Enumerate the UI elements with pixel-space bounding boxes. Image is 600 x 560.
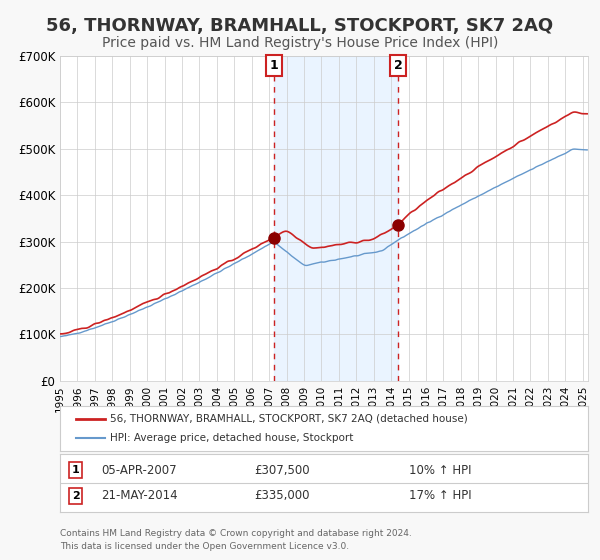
Bar [274,56,398,381]
Text: £335,000: £335,000 [254,489,310,502]
Text: 56, THORNWAY, BRAMHALL, STOCKPORT, SK7 2AQ: 56, THORNWAY, BRAMHALL, STOCKPORT, SK7 2… [46,17,554,35]
Text: 05-APR-2007: 05-APR-2007 [101,464,177,477]
Text: 2: 2 [72,491,80,501]
Text: HPI: Average price, detached house, Stockport: HPI: Average price, detached house, Stoc… [110,433,353,444]
Text: 1: 1 [72,465,80,475]
Text: 1: 1 [269,59,278,72]
Text: This data is licensed under the Open Government Licence v3.0.: This data is licensed under the Open Gov… [60,542,349,551]
Text: Contains HM Land Registry data © Crown copyright and database right 2024.: Contains HM Land Registry data © Crown c… [60,529,412,538]
Text: 10% ↑ HPI: 10% ↑ HPI [409,464,472,477]
Text: 17% ↑ HPI: 17% ↑ HPI [409,489,472,502]
Text: 21-MAY-2014: 21-MAY-2014 [101,489,178,502]
Text: Price paid vs. HM Land Registry's House Price Index (HPI): Price paid vs. HM Land Registry's House … [102,36,498,50]
Text: 2: 2 [394,59,402,72]
Text: £307,500: £307,500 [254,464,310,477]
Text: 56, THORNWAY, BRAMHALL, STOCKPORT, SK7 2AQ (detached house): 56, THORNWAY, BRAMHALL, STOCKPORT, SK7 2… [110,413,468,423]
